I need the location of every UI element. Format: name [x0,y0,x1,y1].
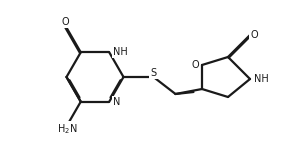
Text: H$_2$N: H$_2$N [57,122,78,136]
Text: O: O [62,17,70,27]
Text: N: N [113,97,121,107]
Text: NH: NH [113,47,128,57]
Text: O: O [192,60,199,70]
Text: S: S [150,68,157,78]
Text: NH: NH [254,74,269,84]
Text: O: O [250,30,258,40]
